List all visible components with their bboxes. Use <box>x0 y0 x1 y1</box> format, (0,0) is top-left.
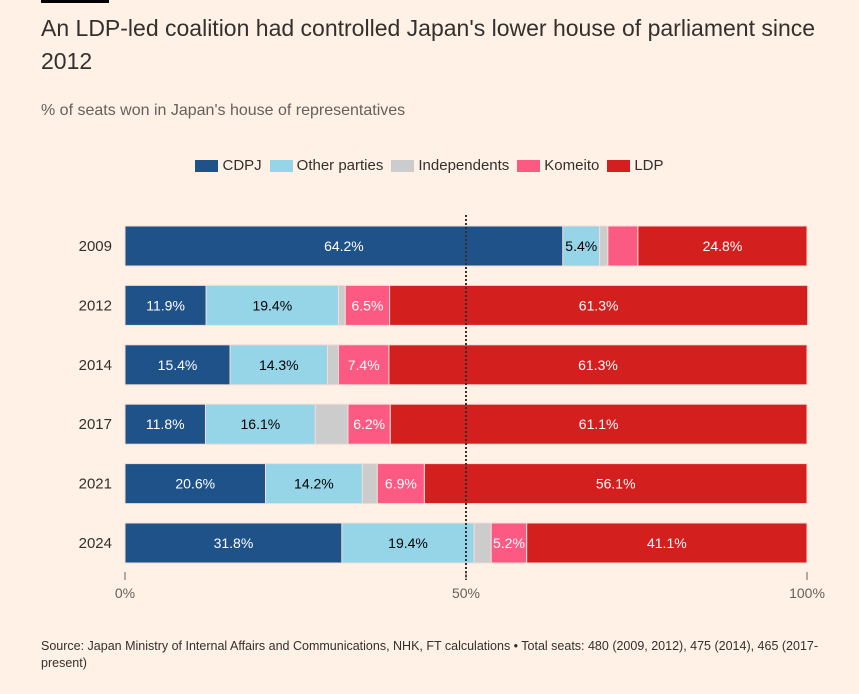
bar-data-label: 24.8% <box>703 238 743 254</box>
bar-segment-cdpj <box>124 344 231 386</box>
legend: CDPJ Other parties Independents Komeito LDP <box>0 157 859 174</box>
bar-data-label: 6.5% <box>351 297 383 313</box>
bar-data-label: 61.3% <box>579 297 619 313</box>
bar-segment-independents <box>473 522 492 564</box>
bar-segment-komeito <box>347 403 391 445</box>
bar-segment-other-parties <box>229 344 329 386</box>
bar-data-label: 5.4% <box>565 238 597 254</box>
bar-data-label: 14.2% <box>294 476 334 492</box>
bar-data-label: 5.2% <box>493 535 525 551</box>
bar-segment-cdpj <box>124 284 207 326</box>
legend-label: Komeito <box>544 157 600 174</box>
bar-segment-cdpj <box>124 522 343 564</box>
bar-segment-other-parties <box>264 463 363 505</box>
bar-segment-independents <box>361 463 378 505</box>
ft-top-rule <box>41 0 109 3</box>
bar-segment-independents <box>327 344 339 386</box>
bar-segment-komeito <box>607 225 639 267</box>
bar-data-label: 15.4% <box>158 357 198 373</box>
bar-segment-other-parties <box>204 403 316 445</box>
bar-segment-ldp <box>388 344 808 386</box>
bar-segment-independents <box>314 403 349 445</box>
bar-segment-ldp <box>526 522 808 564</box>
year-label: 2014 <box>79 357 112 374</box>
legend-item: Other parties <box>269 157 384 174</box>
bar-data-label: 16.1% <box>241 416 281 432</box>
legend-swatch <box>517 159 541 172</box>
year-label: 2021 <box>79 476 112 493</box>
bar-segment-other-parties <box>341 522 475 564</box>
legend-label: Other parties <box>296 157 384 174</box>
bar-data-label: 7.4% <box>348 357 380 373</box>
bar-data-label: 19.4% <box>388 535 428 551</box>
legend-item: CDPJ <box>195 157 262 174</box>
legend-swatch <box>607 159 631 172</box>
legend-swatch <box>391 159 415 172</box>
legend-label: LDP <box>634 157 664 174</box>
legend-swatch <box>195 159 219 172</box>
bar-segment-komeito <box>344 284 391 326</box>
legend-item: Komeito <box>517 157 599 174</box>
bar-segment-cdpj <box>124 463 266 505</box>
bar-data-label: 6.9% <box>385 476 417 492</box>
bar-segment-ldp <box>423 463 808 505</box>
chart-title: An LDP-led coalition had controlled Japa… <box>41 15 816 74</box>
legend-swatch <box>269 159 293 172</box>
legend-label: CDPJ <box>222 157 262 174</box>
chart-subtitle: % of seats won in Japan's house of repre… <box>41 102 406 119</box>
year-label: 2012 <box>79 297 112 314</box>
bar-data-label: 11.9% <box>146 297 185 313</box>
x-tick-label: 100% <box>789 585 825 601</box>
bar-data-label: 20.6% <box>175 476 215 492</box>
year-label: 2017 <box>79 416 112 433</box>
bar-segment-cdpj <box>124 403 206 445</box>
bar-data-label: 6.2% <box>353 416 385 432</box>
bar-data-label: 61.3% <box>578 357 618 373</box>
bar-segment-cdpj <box>124 225 564 267</box>
legend-label: Independents <box>418 157 510 174</box>
x-tick-label: 0% <box>115 585 135 601</box>
legend-item: LDP <box>607 157 664 174</box>
bar-segment-ldp <box>389 403 808 445</box>
bar-segment-ldp <box>389 284 809 326</box>
year-label: 2024 <box>79 535 112 552</box>
legend-item: Independents <box>391 157 509 174</box>
bar-segment-independents <box>599 225 609 267</box>
year-label: 2009 <box>79 238 112 255</box>
bar-data-label: 11.8% <box>146 416 185 432</box>
bar-segment-komeito <box>337 344 390 386</box>
x-tick-label: 50% <box>452 585 480 601</box>
bar-segment-independents <box>337 284 346 326</box>
bar-data-label: 41.1% <box>647 535 687 551</box>
source-note: Source: Japan Ministry of Internal Affai… <box>41 639 819 670</box>
bar-data-label: 64.2% <box>324 238 364 254</box>
bar-data-label: 56.1% <box>596 476 636 492</box>
bar-segment-other-parties <box>205 284 339 326</box>
bar-segment-ldp <box>637 225 808 267</box>
bar-data-label: 31.8% <box>214 535 254 551</box>
bar-data-label: 14.3% <box>259 357 299 373</box>
bar-data-label: 19.4% <box>252 297 292 313</box>
bar-data-label: 61.1% <box>579 416 619 432</box>
bar-segment-komeito <box>376 463 425 505</box>
